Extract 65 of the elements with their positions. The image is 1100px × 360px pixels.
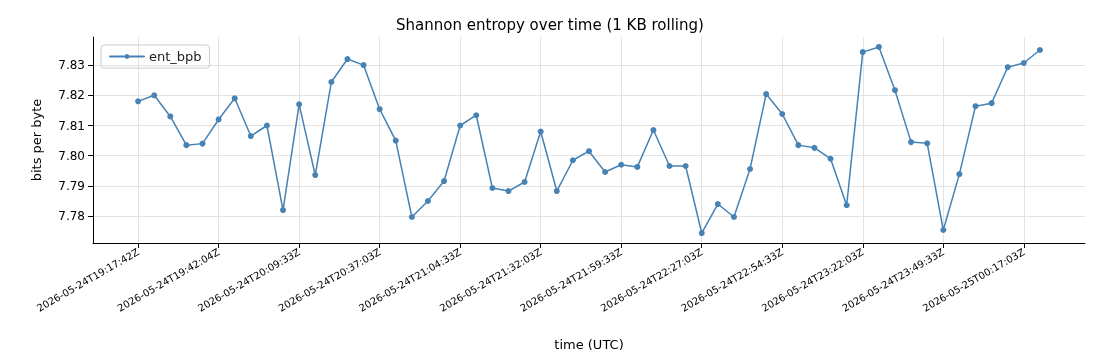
point [569, 157, 576, 164]
point [247, 133, 254, 140]
point [441, 178, 448, 185]
y-tick-label: 7.78 [58, 209, 85, 224]
point [811, 144, 818, 151]
point [489, 185, 496, 192]
x-axis-title: time (UTC) [554, 337, 624, 352]
point [376, 106, 383, 113]
point [280, 207, 287, 214]
point [650, 127, 657, 134]
point [263, 122, 270, 129]
point [473, 112, 480, 119]
point [1020, 59, 1027, 66]
point [1004, 64, 1011, 71]
point [312, 172, 319, 179]
point [151, 92, 158, 99]
point [457, 122, 464, 129]
chart-title: Shannon entropy over time (1 KB rolling) [396, 15, 704, 34]
point [730, 214, 737, 221]
point [714, 201, 721, 208]
point [940, 227, 947, 234]
legend-label: ent_bpb [149, 49, 202, 64]
point [859, 49, 866, 56]
y-tick-label: 7.79 [58, 178, 85, 193]
point [988, 100, 995, 107]
point [634, 163, 641, 170]
point [698, 230, 705, 237]
point [795, 142, 802, 149]
y-tick-label: 7.82 [58, 88, 85, 103]
point [392, 137, 399, 144]
point [296, 101, 303, 108]
point [231, 95, 238, 102]
point [908, 139, 915, 146]
point [891, 87, 898, 94]
point [924, 140, 931, 147]
y-tick-label: 7.83 [58, 58, 85, 73]
point [344, 56, 351, 63]
y-axis-title: bits per byte [29, 98, 44, 182]
point [747, 166, 754, 172]
point [328, 79, 335, 85]
point [956, 171, 963, 178]
point [135, 98, 142, 105]
point [779, 111, 786, 118]
point [618, 161, 625, 168]
point [875, 43, 882, 50]
point [521, 178, 528, 185]
point [183, 142, 190, 149]
point [1036, 46, 1043, 53]
point [682, 162, 689, 169]
point [763, 91, 770, 98]
point [553, 188, 560, 195]
point [843, 202, 850, 209]
y-tick-label: 7.80 [58, 148, 85, 163]
point [827, 155, 834, 162]
point [666, 162, 673, 169]
point [424, 198, 431, 205]
point [215, 116, 222, 123]
point [199, 140, 206, 147]
point [586, 148, 592, 155]
point [408, 214, 415, 221]
y-tick-label: 7.81 [58, 118, 85, 133]
point [602, 169, 609, 176]
point [360, 62, 367, 69]
point [972, 103, 979, 110]
point [505, 188, 512, 195]
